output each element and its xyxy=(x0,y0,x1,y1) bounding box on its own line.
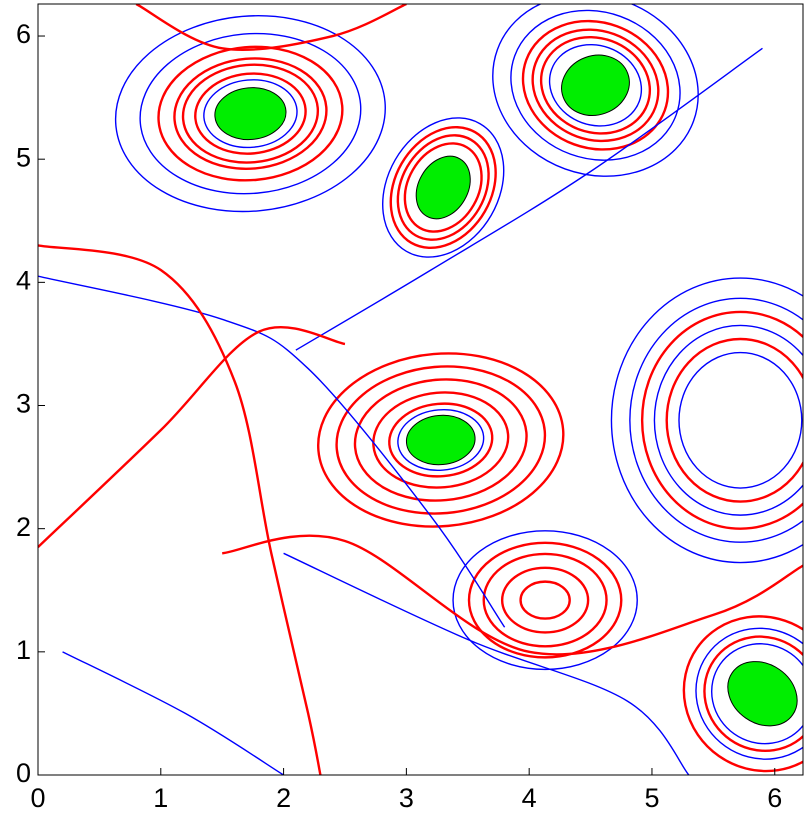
chart: 0 1 2 3 4 5 6 0 1 2 3 4 5 6 xyxy=(0,0,804,818)
streamline-ring xyxy=(611,278,804,563)
streamline-ring xyxy=(667,339,804,502)
streamline xyxy=(296,48,763,350)
x-tick-label: 0 xyxy=(30,783,45,813)
y-tick-label: 0 xyxy=(16,758,31,788)
streamline-ring xyxy=(502,568,588,633)
streamline xyxy=(38,245,320,775)
y-tick-label: 1 xyxy=(16,635,31,665)
x-tick-label: 3 xyxy=(399,783,414,813)
x-tick-label: 4 xyxy=(522,783,537,813)
streamline xyxy=(63,652,284,775)
x-tick-label: 6 xyxy=(767,783,782,813)
x-tick-label: 5 xyxy=(644,783,659,813)
vortex-core xyxy=(404,412,477,467)
vortex-core xyxy=(213,85,288,143)
streamline xyxy=(222,536,803,655)
axes-box xyxy=(38,4,803,775)
y-tick-label: 3 xyxy=(16,389,31,419)
y-tick-label: 4 xyxy=(16,265,31,295)
streamline-ring xyxy=(469,543,621,658)
vortex-core xyxy=(405,146,481,228)
plot-area xyxy=(38,0,804,802)
vortex-core xyxy=(715,648,804,739)
x-tick-label: 2 xyxy=(276,783,291,813)
streamline xyxy=(136,4,406,50)
y-tick-label: 5 xyxy=(16,142,31,172)
y-tick-label: 2 xyxy=(16,512,31,542)
x-tick-label: 1 xyxy=(153,783,168,813)
y-tick-label: 6 xyxy=(16,19,31,49)
streamline-ring xyxy=(521,582,570,619)
streamline-ring xyxy=(679,353,802,488)
